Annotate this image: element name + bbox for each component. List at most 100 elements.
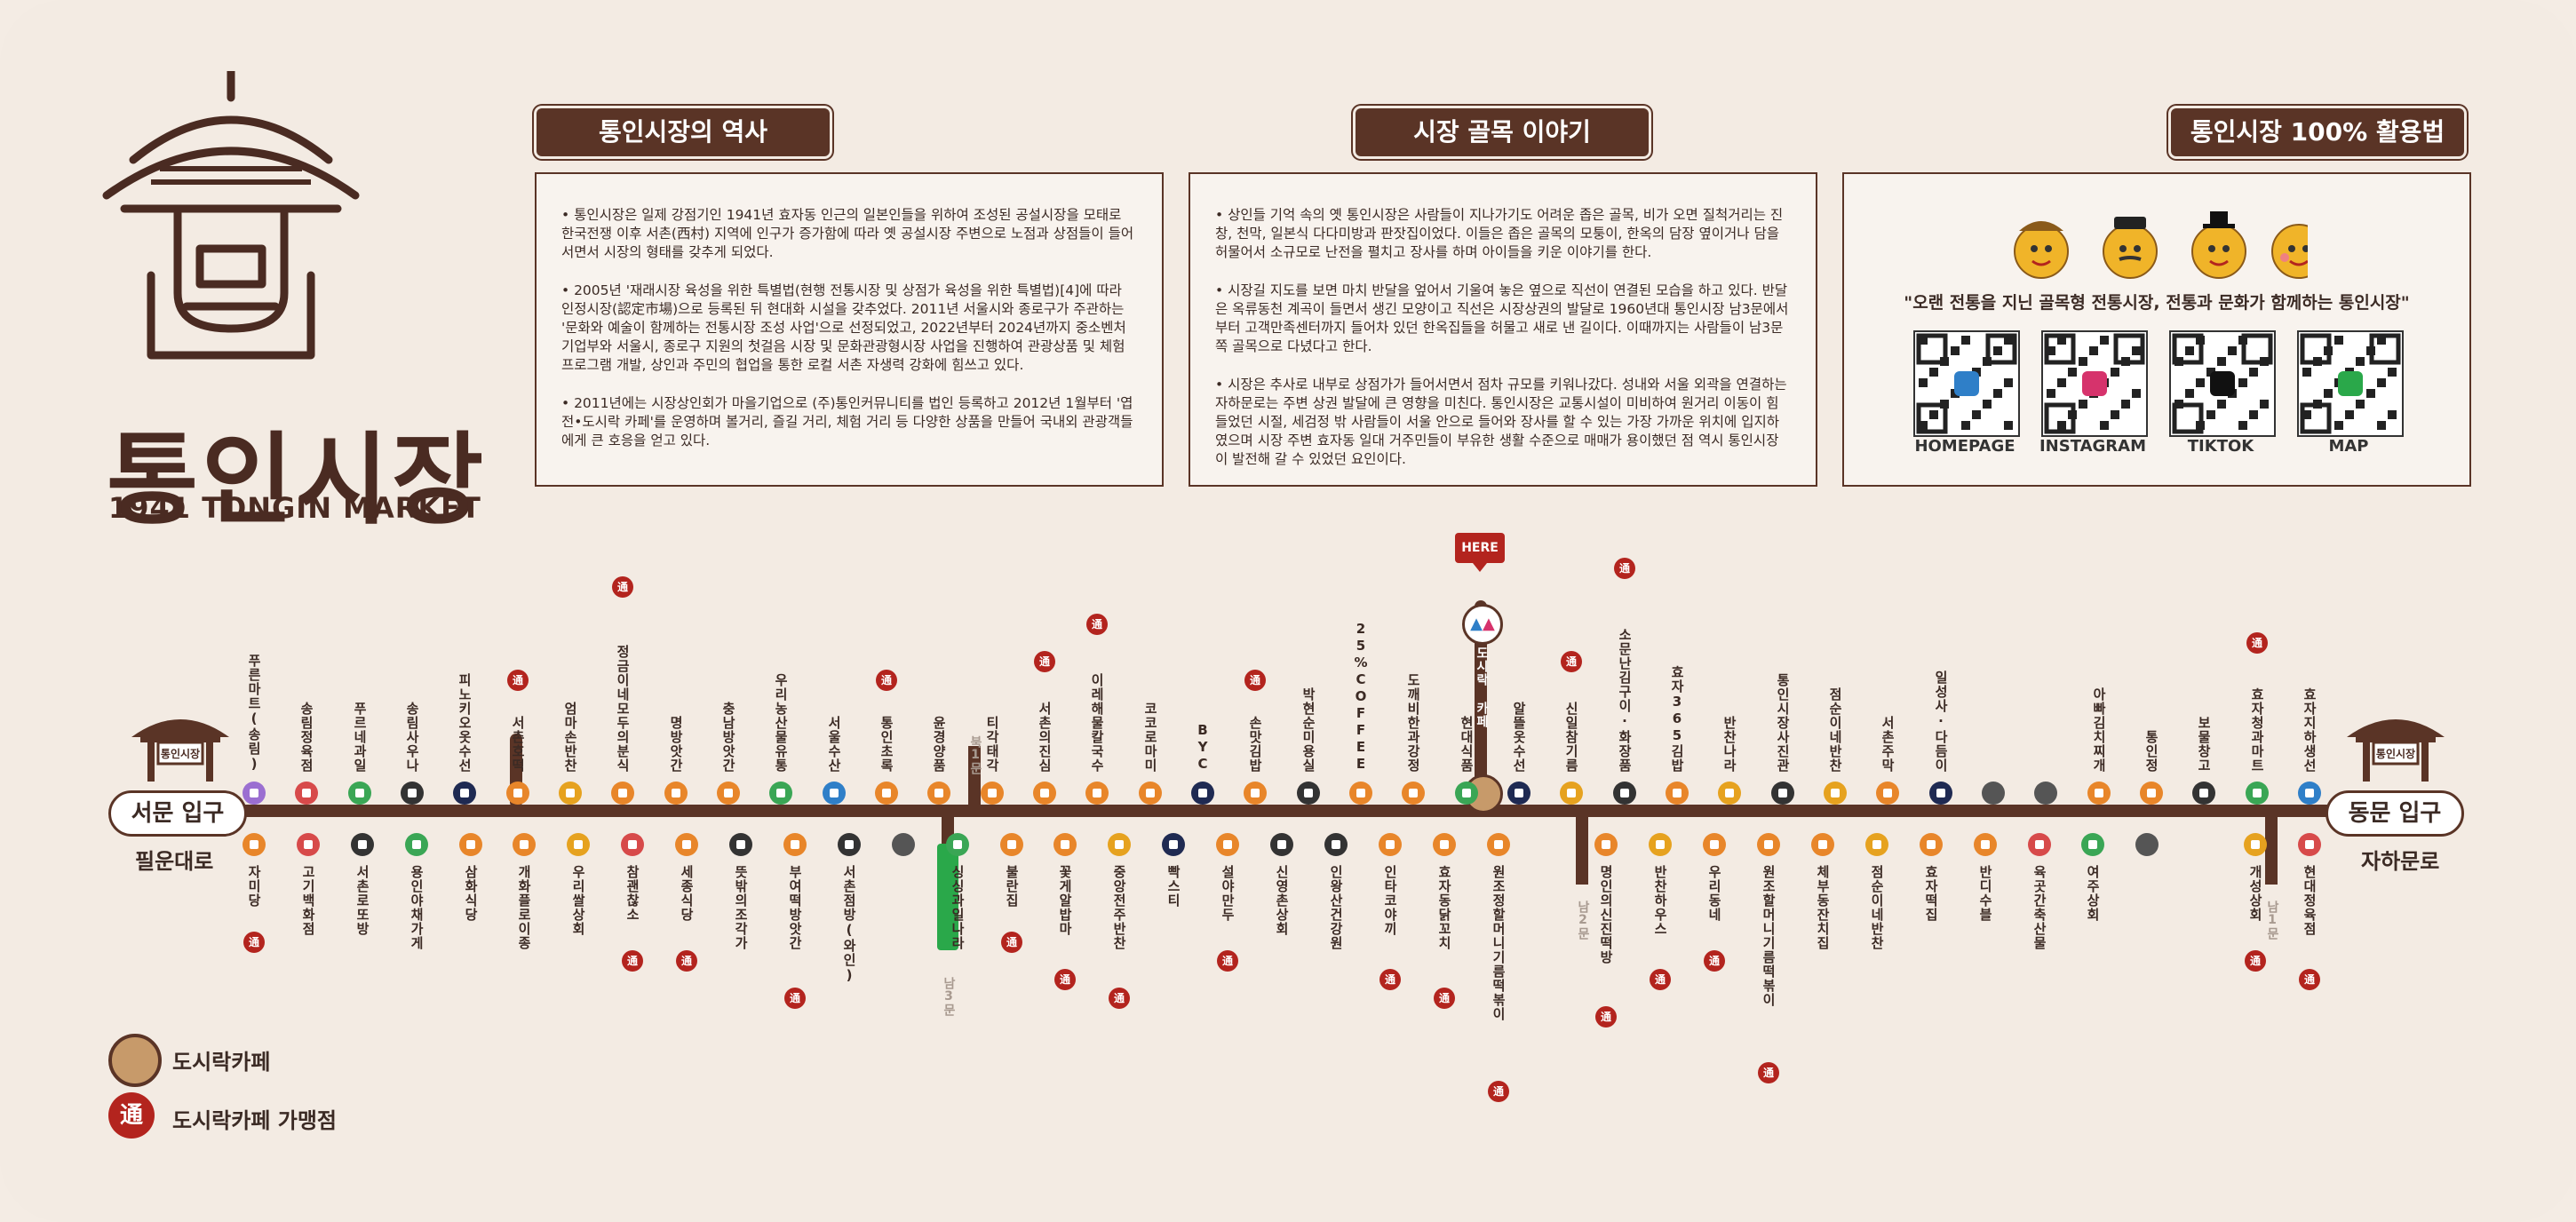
shop-name[interactable]: 우리쌀상회 (570, 865, 586, 936)
food-icon[interactable] (459, 833, 482, 856)
shop-name[interactable]: 현대정육점 (2302, 865, 2318, 936)
shop-name[interactable]: 인왕산건강원 (1328, 865, 1344, 950)
shop-name[interactable]: 신일참기름 (1563, 702, 1579, 773)
shirt-icon[interactable] (1162, 833, 1185, 856)
salon-icon[interactable] (351, 833, 374, 856)
shop-name[interactable]: 코코로마미 (1142, 702, 1158, 773)
shop-name[interactable]: 체부동잔치집 (1815, 865, 1831, 950)
shop-name[interactable]: 명인의신진떡방 (1598, 865, 1614, 964)
shop-name[interactable]: 효자떡집 (1923, 865, 1939, 922)
shop-name[interactable]: 자미당 (246, 865, 262, 908)
food-icon[interactable] (927, 782, 950, 805)
meat-icon[interactable] (295, 782, 318, 805)
shop-name[interactable]: 빡스티 (1165, 865, 1181, 908)
shop-name[interactable]: 엄마손반찬 (562, 702, 578, 773)
veggie-icon[interactable] (405, 833, 428, 856)
food-icon[interactable] (783, 833, 807, 856)
shop-name[interactable]: 티각태각 (984, 716, 1000, 773)
food-icon[interactable] (1033, 782, 1056, 805)
fish-icon[interactable] (823, 782, 846, 805)
salon-icon[interactable] (1324, 833, 1348, 856)
shop-name[interactable]: 개성상회 (2247, 865, 2263, 922)
shop-name[interactable]: 소문난김구이·화장품 (1617, 628, 1633, 773)
food-icon[interactable] (1433, 833, 1456, 856)
food-icon[interactable] (1876, 782, 1899, 805)
shop-name[interactable]: 우리동네 (1706, 865, 1722, 922)
food-icon[interactable] (1920, 833, 1943, 856)
shop-name[interactable]: BYC (1195, 722, 1211, 773)
salon-icon[interactable] (2192, 782, 2215, 805)
shop-name[interactable]: 서촌점방(와인) (841, 865, 857, 984)
food-icon[interactable] (506, 782, 529, 805)
shop-name[interactable]: 용인야채가게 (409, 865, 425, 950)
shirt-icon[interactable] (453, 782, 476, 805)
meat-icon[interactable] (297, 833, 320, 856)
shop-name[interactable]: 서촌의진심 (1037, 702, 1053, 773)
food-icon[interactable] (242, 833, 266, 856)
bowl-icon[interactable] (1865, 833, 1888, 856)
shop-name[interactable]: 참괜찮소 (624, 865, 640, 922)
qr-code[interactable] (1913, 330, 2020, 437)
empty-stall[interactable] (892, 833, 915, 856)
shop-name[interactable]: 원조할머니기름떡볶이 (1761, 865, 1777, 1007)
shop-name[interactable]: 통인정 (2143, 730, 2159, 773)
shop-name[interactable]: 중앙전주반찬 (1111, 865, 1127, 950)
bowl-icon[interactable] (1649, 833, 1672, 856)
shop-name[interactable]: 손맛김밥 (1247, 716, 1263, 773)
shop-name[interactable]: 서울수산 (826, 716, 842, 773)
shop-name[interactable]: 삼화식당 (463, 865, 479, 922)
shop-name[interactable]: 효자동닭꼬치 (1436, 865, 1452, 950)
veggie-icon[interactable] (769, 782, 792, 805)
bowl-icon[interactable] (1560, 782, 1583, 805)
shop-name[interactable]: 반찬하우스 (1652, 865, 1668, 936)
shop-name[interactable]: 점순이네반찬 (1869, 865, 1885, 950)
shop-name[interactable]: 현대식품 (1459, 716, 1475, 773)
shirt-icon[interactable] (1191, 782, 1214, 805)
food-icon[interactable] (1053, 833, 1077, 856)
food-icon[interactable] (1000, 833, 1023, 856)
shop-name[interactable]: 일성사·다듬이 (1933, 671, 1949, 773)
food-icon[interactable] (1811, 833, 1834, 856)
food-icon[interactable] (1487, 833, 1510, 856)
shop-name[interactable]: 정금이네모두의분식 (615, 645, 631, 773)
qr-code[interactable] (2169, 330, 2276, 437)
food-icon[interactable] (1139, 782, 1162, 805)
food-icon[interactable] (513, 833, 536, 856)
shop-name[interactable]: 반디수블 (1977, 865, 1993, 922)
food-icon[interactable] (1666, 782, 1689, 805)
veggie-icon[interactable] (2246, 782, 2269, 805)
shop-name[interactable]: 아빠김치찌개 (2091, 687, 2107, 773)
shop-name[interactable]: 송림사우나 (404, 702, 420, 773)
bowl-icon[interactable] (1108, 833, 1131, 856)
food-icon[interactable] (2140, 782, 2163, 805)
food-icon[interactable] (1402, 782, 1425, 805)
food-icon[interactable] (1594, 833, 1618, 856)
shop-name[interactable]: 서촌호떡 (510, 716, 526, 773)
qr-code[interactable] (2297, 330, 2404, 437)
meat-icon[interactable] (621, 833, 644, 856)
shop-name[interactable]: 알뜰옷수선 (1511, 702, 1527, 773)
shop-name[interactable]: 점순이네반찬 (1827, 687, 1843, 773)
shop-name[interactable]: 꽃게알밥마 (1057, 865, 1073, 936)
salon-icon[interactable] (838, 833, 861, 856)
shop-name[interactable]: 통인시장사진관 (1775, 673, 1791, 773)
shop-name[interactable]: 효자365김밥 (1669, 665, 1685, 773)
shirt-icon[interactable] (1929, 782, 1952, 805)
west-gate-label[interactable]: 서문 입구 (108, 790, 247, 837)
food-icon[interactable] (675, 833, 698, 856)
veggie-icon[interactable] (1455, 782, 1478, 805)
shop-name[interactable]: 신영촌상회 (1274, 865, 1290, 936)
food-icon[interactable] (1085, 782, 1109, 805)
fish-icon[interactable] (2298, 782, 2321, 805)
bowl-icon[interactable] (559, 782, 582, 805)
fruit-icon[interactable] (946, 833, 969, 856)
bowl-icon[interactable] (567, 833, 590, 856)
shop-name[interactable]: 고기백화점 (300, 865, 316, 936)
east-gate-label[interactable]: 동문 입구 (2326, 790, 2464, 837)
shop-name[interactable]: 육곳간축산물 (2031, 865, 2047, 950)
sauna-icon[interactable] (401, 782, 424, 805)
food-icon[interactable] (611, 782, 634, 805)
shop-name[interactable]: 박현순미용실 (1300, 687, 1316, 773)
food-icon[interactable] (1703, 833, 1726, 856)
food-icon[interactable] (1216, 833, 1239, 856)
